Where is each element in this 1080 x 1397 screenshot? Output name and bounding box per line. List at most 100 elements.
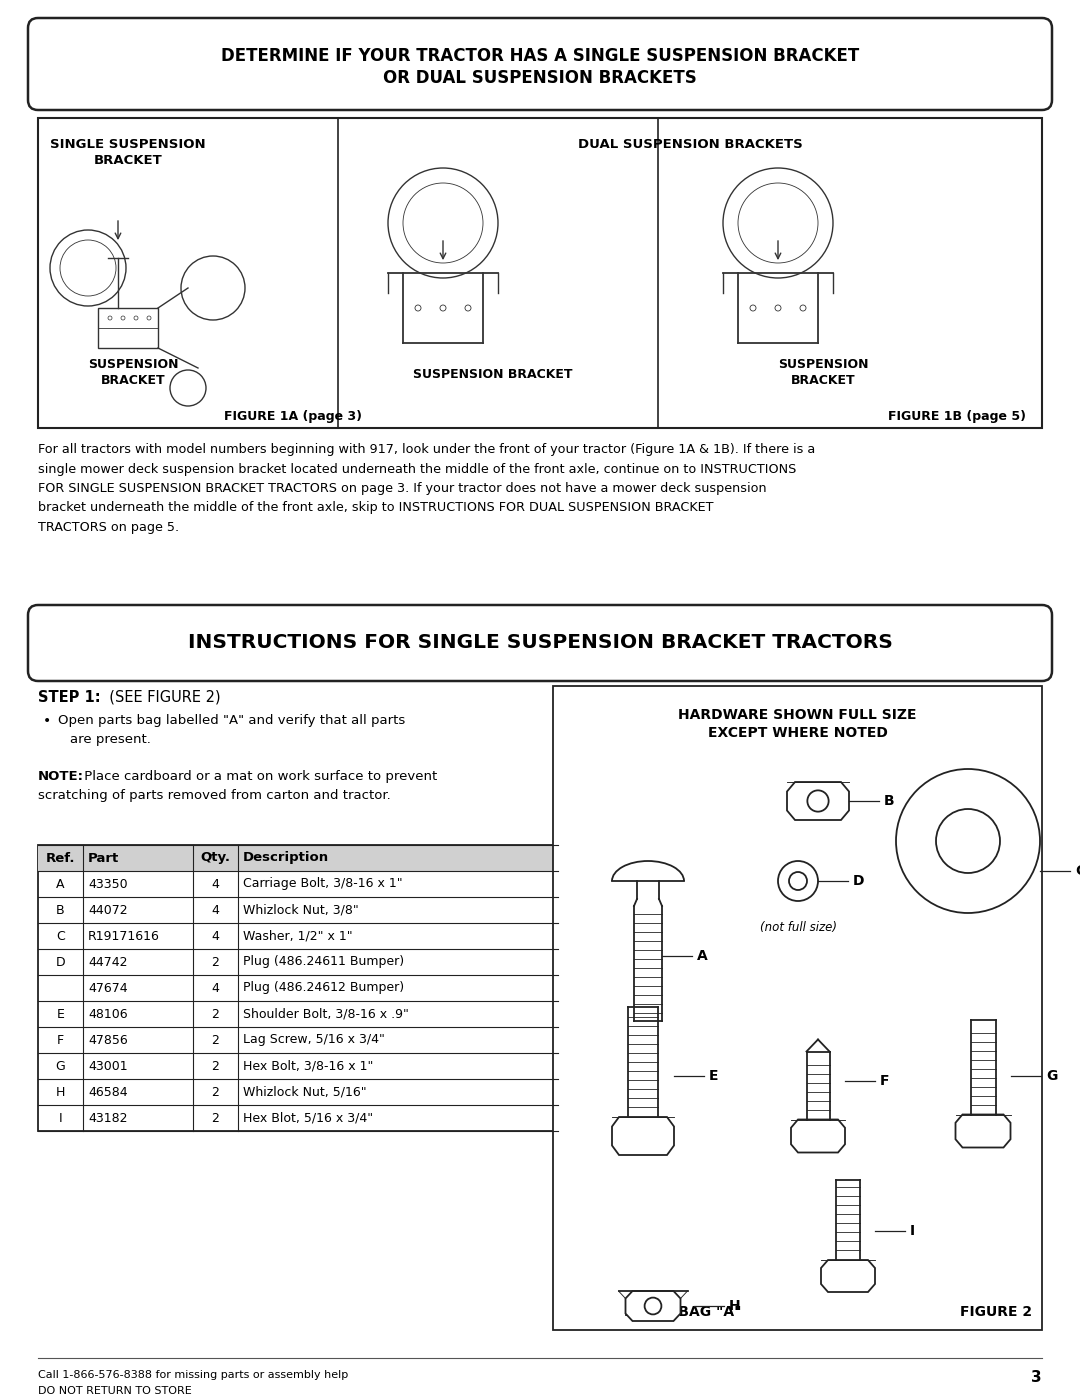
Text: SINGLE SUSPENSION: SINGLE SUSPENSION [50,138,206,151]
Text: 2: 2 [212,1034,219,1046]
Circle shape [465,305,471,312]
Text: A: A [56,877,65,890]
Text: Call 1-866-576-8388 for missing parts or assembly help: Call 1-866-576-8388 for missing parts or… [38,1370,348,1380]
Text: Open parts bag labelled "A" and verify that all parts: Open parts bag labelled "A" and verify t… [58,714,405,726]
Text: I: I [910,1224,915,1238]
Circle shape [388,168,498,278]
Text: Carriage Bolt, 3/8-16 x 1": Carriage Bolt, 3/8-16 x 1" [243,877,403,890]
Text: BRACKET: BRACKET [100,374,165,387]
Text: 4: 4 [212,877,219,890]
Text: F: F [57,1034,64,1046]
Bar [38,845,558,1132]
Text: Plug (486.24611 Bumper): Plug (486.24611 Bumper) [243,956,404,968]
Text: Ref.: Ref. [45,852,76,865]
Text: SUSPENSION: SUSPENSION [778,358,868,372]
Text: 2: 2 [212,956,219,968]
Text: H: H [729,1299,741,1313]
Text: Hex Blot, 5/16 x 3/4": Hex Blot, 5/16 x 3/4" [243,1112,373,1125]
Text: 4: 4 [212,904,219,916]
Text: EXCEPT WHERE NOTED: EXCEPT WHERE NOTED [707,726,888,740]
Text: 43350: 43350 [87,877,127,890]
Text: BRACKET: BRACKET [94,154,162,168]
FancyBboxPatch shape [28,605,1052,680]
Text: For all tractors with model numbers beginning with 917, look under the front of : For all tractors with model numbers begi… [38,443,815,455]
Text: D: D [56,956,65,968]
Text: scratching of parts removed from carton and tractor.: scratching of parts removed from carton … [38,789,391,802]
Text: Place cardboard or a mat on work surface to prevent: Place cardboard or a mat on work surface… [80,770,437,782]
Polygon shape [791,1119,845,1153]
Circle shape [800,305,806,312]
Circle shape [147,316,151,320]
Text: NOTE:: NOTE: [38,770,84,782]
Text: Description: Description [243,852,329,865]
Bar [553,686,1042,1330]
Bar [38,845,558,870]
Polygon shape [612,1118,674,1155]
Text: E: E [708,1069,718,1083]
Text: 47856: 47856 [87,1034,127,1046]
Text: Washer, 1/2" x 1": Washer, 1/2" x 1" [243,929,353,943]
Text: 2: 2 [212,1085,219,1098]
Circle shape [121,316,125,320]
Text: Hex Bolt, 3/8-16 x 1": Hex Bolt, 3/8-16 x 1" [243,1059,374,1073]
Text: C: C [1075,863,1080,877]
Text: FOR SINGLE SUSPENSION BRACKET TRACTORS on page 3. If your tractor does not have : FOR SINGLE SUSPENSION BRACKET TRACTORS o… [38,482,767,495]
Circle shape [415,305,421,312]
Text: DUAL SUSPENSION BRACKETS: DUAL SUSPENSION BRACKETS [578,138,802,151]
Circle shape [60,240,116,296]
Text: bracket underneath the middle of the front axle, skip to INSTRUCTIONS FOR DUAL S: bracket underneath the middle of the fro… [38,502,714,514]
Text: •: • [43,714,51,728]
Circle shape [170,370,206,407]
Circle shape [808,791,828,812]
Circle shape [775,305,781,312]
Text: DO NOT RETURN TO STORE: DO NOT RETURN TO STORE [38,1386,192,1396]
Text: Plug (486.24612 Bumper): Plug (486.24612 Bumper) [243,982,404,995]
Text: SUSPENSION: SUSPENSION [87,358,178,372]
Circle shape [750,305,756,312]
Text: (not full size): (not full size) [759,921,837,935]
Text: Whizlock Nut, 3/8": Whizlock Nut, 3/8" [243,904,359,916]
Text: Whizlock Nut, 5/16": Whizlock Nut, 5/16" [243,1085,366,1098]
Text: Qty.: Qty. [201,852,230,865]
Text: OR DUAL SUSPENSION BRACKETS: OR DUAL SUSPENSION BRACKETS [383,68,697,87]
Text: (SEE FIGURE 2): (SEE FIGURE 2) [100,690,220,705]
Text: DETERMINE IF YOUR TRACTOR HAS A SINGLE SUSPENSION BRACKET: DETERMINE IF YOUR TRACTOR HAS A SINGLE S… [221,47,859,66]
Polygon shape [625,1291,680,1322]
Text: Part: Part [87,852,119,865]
Polygon shape [787,782,849,820]
Text: single mower deck suspension bracket located underneath the middle of the front : single mower deck suspension bracket loc… [38,462,796,475]
Circle shape [440,305,446,312]
Circle shape [403,183,483,263]
Text: 4: 4 [212,982,219,995]
Text: are present.: are present. [70,733,151,746]
Text: R19171616: R19171616 [87,929,160,943]
Circle shape [134,316,138,320]
Text: 47674: 47674 [87,982,127,995]
Text: 3: 3 [1031,1370,1042,1384]
Polygon shape [956,1115,1011,1147]
Text: FIGURE 1A (page 3): FIGURE 1A (page 3) [224,409,362,423]
Polygon shape [821,1260,875,1292]
Circle shape [936,809,1000,873]
Text: I: I [58,1112,63,1125]
Bar [38,117,1042,427]
Text: PARTS BAG "A": PARTS BAG "A" [624,1305,742,1319]
Text: Shoulder Bolt, 3/8-16 x .9": Shoulder Bolt, 3/8-16 x .9" [243,1007,409,1020]
Text: H: H [56,1085,65,1098]
Text: 2: 2 [212,1007,219,1020]
Circle shape [108,316,112,320]
Text: TRACTORS on page 5.: TRACTORS on page 5. [38,521,179,534]
Circle shape [896,768,1040,914]
Text: B: B [885,793,894,807]
Circle shape [50,231,126,306]
Text: 2: 2 [212,1112,219,1125]
Circle shape [738,183,818,263]
Text: BRACKET: BRACKET [791,374,855,387]
Polygon shape [98,307,158,348]
Text: G: G [56,1059,66,1073]
Text: 4: 4 [212,929,219,943]
Text: F: F [880,1074,890,1088]
Text: SUSPENSION BRACKET: SUSPENSION BRACKET [414,367,572,381]
Text: FIGURE 2: FIGURE 2 [960,1305,1032,1319]
Text: STEP 1:: STEP 1: [38,690,100,705]
